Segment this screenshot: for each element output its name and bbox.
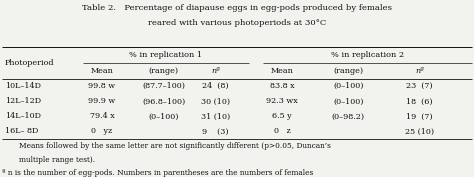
Text: (87.7–100): (87.7–100) [142,82,185,90]
Text: Photoperiod: Photoperiod [5,59,54,67]
Text: 99.8 w: 99.8 w [88,82,116,90]
Text: 16L– 8D: 16L– 8D [5,127,38,135]
Text: ª n is the number of egg-pods. Numbers in parentheses are the numbers of females: ª n is the number of egg-pods. Numbers i… [2,169,314,177]
Text: % in replication 1: % in replication 1 [129,51,202,59]
Text: (96.8–100): (96.8–100) [142,97,185,105]
Text: (range): (range) [148,67,179,75]
Text: 6.5 y: 6.5 y [272,112,292,120]
Text: multiple range test).: multiple range test). [19,156,95,164]
Text: Mean: Mean [271,67,293,75]
Text: (range): (range) [333,67,364,75]
Text: 79.4 x: 79.4 x [90,112,114,120]
Text: (0–100): (0–100) [148,112,179,120]
Text: 25 (10): 25 (10) [405,127,434,135]
Text: 12L–12D: 12L–12D [5,97,41,105]
Text: % in replication 2: % in replication 2 [331,51,404,59]
Text: Table 2.   Percentage of diapause eggs in egg-pods produced by females: Table 2. Percentage of diapause eggs in … [82,4,392,12]
Text: (0–100): (0–100) [333,97,364,105]
Text: (0–98.2): (0–98.2) [332,112,365,120]
Text: (0–100): (0–100) [333,82,364,90]
Text: nª: nª [211,67,220,75]
Text: reared with various photoperiods at 30°C: reared with various photoperiods at 30°C [148,19,326,27]
Text: 83.8 x: 83.8 x [270,82,294,90]
Text: 0   yz: 0 yz [91,127,112,135]
Text: 14L–10D: 14L–10D [5,112,41,120]
Text: Mean: Mean [91,67,113,75]
Text: nª: nª [415,67,424,75]
Text: 10L–14D: 10L–14D [5,82,41,90]
Text: 23  (7): 23 (7) [406,82,433,90]
Text: 9    (3): 9 (3) [202,127,229,135]
Text: 30 (10): 30 (10) [201,97,230,105]
Text: 31 (10): 31 (10) [201,112,230,120]
Text: 18  (6): 18 (6) [406,97,433,105]
Text: 99.9 w: 99.9 w [88,97,116,105]
Text: 19  (7): 19 (7) [406,112,433,120]
Text: 0   z: 0 z [273,127,291,135]
Text: 24  (8): 24 (8) [202,82,229,90]
Text: 92.3 wx: 92.3 wx [266,97,298,105]
Text: Means followed by the same letter are not significantly different (p>0.05, Dunca: Means followed by the same letter are no… [19,142,331,150]
